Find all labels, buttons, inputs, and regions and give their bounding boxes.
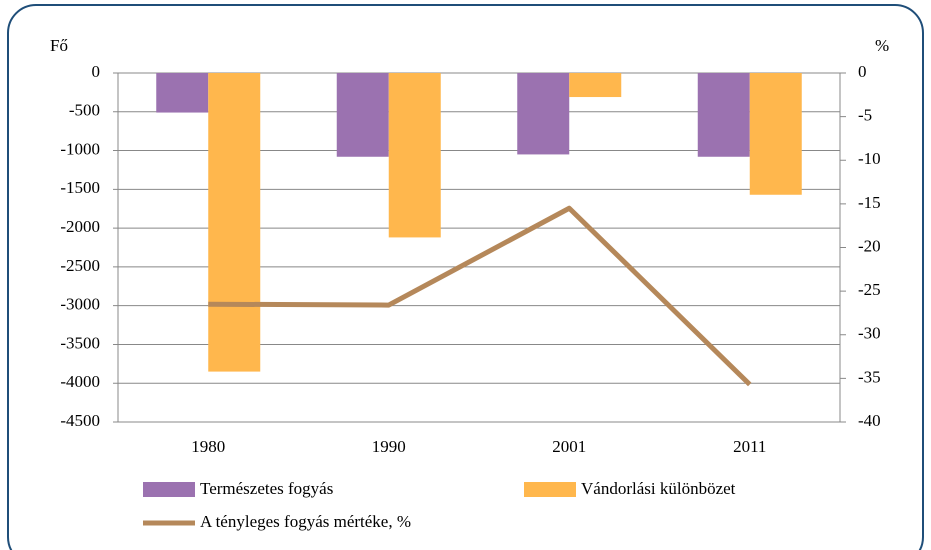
y2-tick-label: -30	[858, 324, 881, 343]
legend-label: Természetes fogyás	[200, 479, 333, 498]
y2-tick-label: -15	[858, 193, 881, 212]
y-tick-label: 0	[92, 62, 101, 81]
bar	[336, 73, 389, 157]
x-tick-label: 2011	[733, 437, 766, 456]
y2-tick-label: -25	[858, 280, 881, 299]
line-series	[208, 205, 752, 387]
bar	[569, 73, 622, 98]
bar	[517, 73, 570, 155]
y-tick-label: -3000	[60, 295, 100, 314]
bar	[156, 73, 209, 113]
y-tick-label: -2000	[60, 217, 100, 236]
legend-swatch	[524, 482, 576, 497]
bar	[697, 73, 750, 157]
y-tick-label: -500	[69, 101, 100, 120]
y-tick-label: -2500	[60, 256, 100, 275]
bar	[208, 73, 261, 372]
y-axis-label: Fő	[50, 36, 68, 55]
y2-tick-label: 0	[858, 62, 867, 81]
legend-label: A tényleges fogyás mértéke, %	[200, 512, 411, 531]
y-tick-label: -1000	[60, 139, 100, 158]
x-tick-label: 1990	[372, 437, 406, 456]
y2-axis-label: %	[875, 36, 889, 55]
x-tick-label: 2001	[552, 437, 586, 456]
y2-tick-label: -40	[858, 411, 881, 430]
x-tick-label: 1980	[191, 437, 225, 456]
legend-label: Vándorlási különbözet	[581, 479, 736, 498]
y-tick-label: -4000	[60, 372, 100, 391]
y2-tick-label: -35	[858, 367, 881, 386]
y2-tick-label: -10	[858, 149, 881, 168]
y2-tick-label: -20	[858, 236, 881, 255]
y-tick-label: -3500	[60, 333, 100, 352]
y-tick-label: -4500	[60, 411, 100, 430]
y2-tick-label: -5	[858, 106, 872, 125]
bar	[388, 73, 441, 238]
legend-swatch	[143, 482, 195, 497]
y-tick-label: -1500	[60, 178, 100, 197]
bar	[749, 73, 802, 195]
